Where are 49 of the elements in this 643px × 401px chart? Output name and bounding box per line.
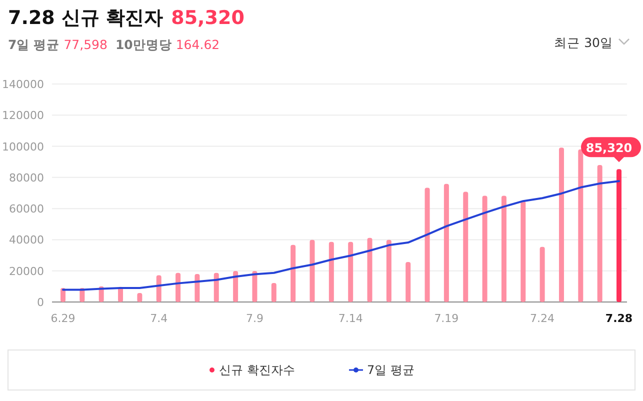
bar bbox=[444, 184, 449, 302]
bar bbox=[424, 188, 430, 302]
bar bbox=[501, 196, 506, 302]
bar bbox=[290, 244, 296, 302]
bar bbox=[558, 148, 564, 302]
line-series bbox=[62, 180, 620, 291]
bar bbox=[328, 242, 334, 302]
bar bbox=[520, 201, 526, 302]
bar bbox=[578, 149, 584, 302]
y-tick-label: 140000 bbox=[2, 78, 44, 91]
bar bbox=[348, 242, 354, 302]
y-tick-label: 120000 bbox=[2, 109, 44, 122]
text: 최근 30일 bbox=[554, 35, 613, 50]
bar bbox=[233, 271, 238, 302]
x-tick-label: 7.28 bbox=[605, 312, 633, 325]
bar bbox=[194, 274, 200, 302]
bar bbox=[176, 272, 181, 302]
legend-label: 신규 확진자수 bbox=[219, 363, 295, 377]
bar bbox=[597, 164, 602, 302]
bar bbox=[156, 275, 162, 302]
bar bbox=[406, 262, 411, 302]
bar bbox=[616, 169, 622, 302]
y-tick-label: 40000 bbox=[9, 234, 44, 247]
y-tick-label: 80000 bbox=[9, 171, 44, 184]
chart-title: 7.28 신규 확진자 bbox=[8, 7, 164, 29]
y-tick-label: 0 bbox=[37, 296, 44, 309]
y-tick-label: 20000 bbox=[9, 264, 44, 278]
bar bbox=[540, 246, 545, 302]
annotation: 85,320 bbox=[586, 141, 632, 156]
x-tick-label: 7.9 bbox=[246, 312, 264, 325]
bar bbox=[386, 240, 392, 302]
bar bbox=[482, 196, 488, 302]
bar bbox=[137, 292, 142, 302]
bar bbox=[463, 192, 468, 302]
bar bbox=[271, 283, 276, 302]
chart-subtitle: 7일 평균 77,598 10만명당 164.62 bbox=[8, 37, 220, 52]
bar bbox=[214, 272, 219, 302]
text: 85,320 bbox=[171, 7, 244, 29]
x-tick-label: 7.14 bbox=[338, 312, 363, 325]
x-tick-label: 6.29 bbox=[50, 312, 76, 325]
x-tick-label: 7.4 bbox=[150, 312, 168, 325]
bar bbox=[310, 240, 315, 302]
y-tick-label: 100000 bbox=[2, 140, 44, 154]
bar bbox=[252, 271, 258, 302]
y-tick-label: 60000 bbox=[9, 202, 44, 216]
bar bbox=[367, 238, 372, 302]
x-tick-label: 7.19 bbox=[434, 312, 459, 325]
x-tick-label: 7.24 bbox=[530, 312, 555, 325]
legend-label: 7일 평균 bbox=[367, 363, 414, 377]
